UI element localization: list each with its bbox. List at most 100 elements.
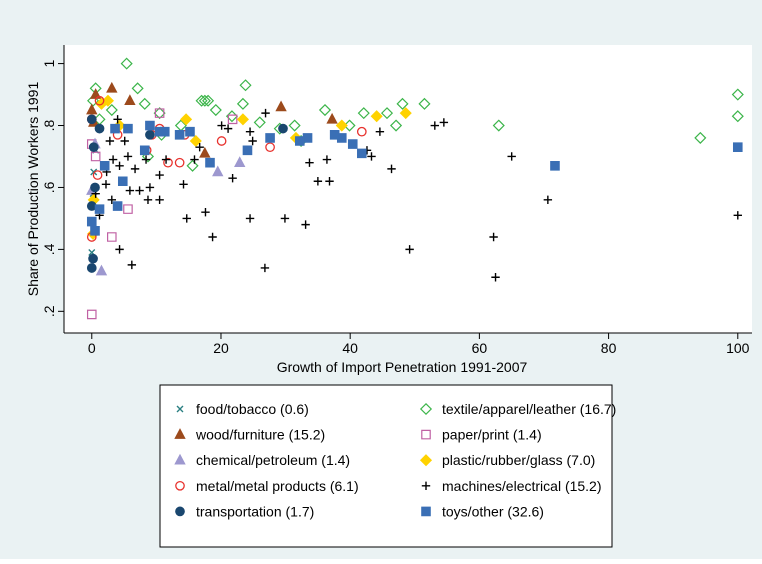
marker <box>120 57 133 70</box>
marker <box>110 123 120 134</box>
legend-marker <box>176 405 184 413</box>
legend-marker <box>175 506 185 517</box>
marker <box>195 142 204 152</box>
marker <box>305 158 314 167</box>
marker <box>253 116 266 129</box>
marker <box>694 131 707 144</box>
marker <box>153 107 166 120</box>
legend-label: plastic/rubber/glass (7.0) <box>442 452 595 468</box>
marker <box>115 161 124 170</box>
marker <box>155 195 164 205</box>
marker <box>174 157 185 168</box>
marker <box>205 157 215 168</box>
marker <box>86 201 97 211</box>
marker <box>265 133 275 143</box>
marker <box>260 263 270 273</box>
marker <box>248 136 257 146</box>
marker <box>380 107 394 120</box>
legend <box>159 384 613 548</box>
marker <box>127 260 137 270</box>
legend-marker <box>421 429 431 440</box>
x-tick-label: 100 <box>726 340 750 356</box>
marker <box>202 94 215 107</box>
marker <box>105 103 118 117</box>
marker <box>86 309 97 320</box>
legend-label: textile/apparel/leather (16.7) <box>442 401 616 417</box>
marker <box>201 208 210 217</box>
marker <box>115 245 124 254</box>
marker <box>543 195 553 205</box>
marker <box>280 214 290 223</box>
x-tick-label: 80 <box>601 340 617 356</box>
marker <box>430 121 440 130</box>
marker <box>370 110 383 123</box>
legend-marker <box>421 506 431 517</box>
marker <box>278 123 288 134</box>
marker <box>261 108 270 118</box>
marker <box>733 211 742 220</box>
marker <box>113 115 122 124</box>
marker <box>88 253 98 264</box>
legend-label: metal/metal products (6.1) <box>196 478 359 494</box>
marker <box>185 126 195 137</box>
marker <box>212 165 224 177</box>
marker <box>356 126 367 137</box>
marker <box>174 130 185 140</box>
marker <box>199 146 211 158</box>
marker <box>135 186 144 195</box>
legend-marker <box>174 428 186 439</box>
marker <box>492 119 505 132</box>
marker <box>189 134 202 148</box>
marker <box>329 130 340 140</box>
legend-marker <box>421 481 431 490</box>
legend-label: paper/print (1.4) <box>442 427 542 443</box>
legend-marker <box>419 402 433 416</box>
marker <box>180 113 193 126</box>
marker <box>112 201 123 211</box>
marker <box>491 273 500 282</box>
marker <box>107 195 117 205</box>
marker <box>141 155 151 164</box>
marker <box>86 114 97 125</box>
marker <box>302 133 313 143</box>
marker <box>90 151 101 162</box>
y-tick-label: .4 <box>41 243 57 255</box>
marker <box>154 126 165 137</box>
marker <box>335 119 348 132</box>
marker <box>216 136 227 146</box>
marker <box>550 160 560 171</box>
legend-marker <box>419 454 433 467</box>
marker <box>234 156 246 167</box>
marker <box>275 100 287 112</box>
marker <box>198 94 211 107</box>
legend-label: chemical/petroleum (1.4) <box>196 452 350 468</box>
marker <box>390 119 403 132</box>
marker <box>105 136 115 146</box>
marker <box>322 155 332 164</box>
marker <box>326 112 338 124</box>
y-tick-label: 1 <box>41 59 57 67</box>
marker <box>117 176 128 187</box>
marker <box>143 195 153 205</box>
marker <box>396 97 409 110</box>
marker <box>301 220 310 229</box>
marker <box>94 123 105 134</box>
marker <box>87 94 100 107</box>
x-tick-label: 20 <box>213 340 229 356</box>
legend-label: wood/furniture (15.2) <box>195 427 325 443</box>
marker <box>86 263 97 273</box>
marker <box>138 97 151 110</box>
marker <box>145 183 155 192</box>
marker <box>288 119 301 132</box>
marker <box>154 108 165 118</box>
marker <box>294 136 305 146</box>
y-axis-title: Share of Production Workers 1991 <box>25 82 41 297</box>
marker <box>131 82 144 95</box>
x-tick-label: 0 <box>88 340 96 356</box>
marker <box>313 177 323 186</box>
marker <box>387 164 396 174</box>
marker <box>399 107 412 120</box>
marker <box>357 107 370 120</box>
marker <box>375 127 385 136</box>
